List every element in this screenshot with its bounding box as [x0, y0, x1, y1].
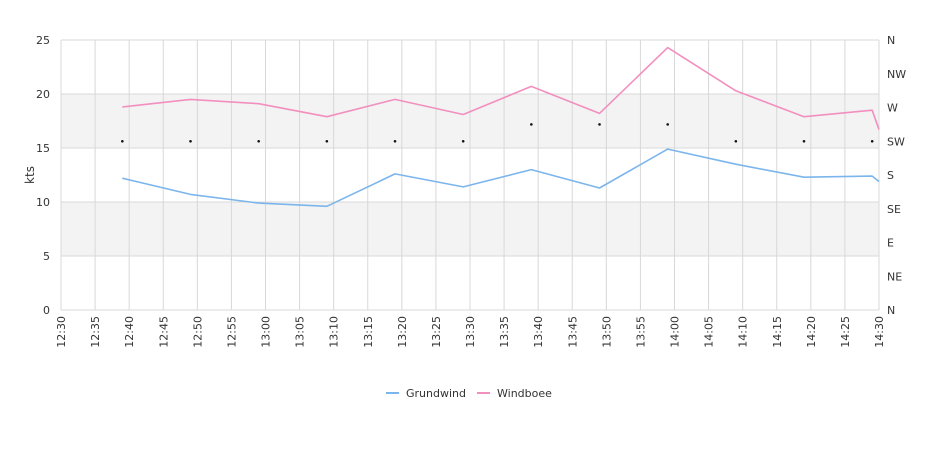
x-tick-label: 13:40	[532, 316, 545, 348]
x-tick-label: 13:55	[634, 316, 647, 348]
y-axis-title: kts	[23, 166, 37, 184]
direction-point	[802, 139, 806, 143]
y-tick-label: 0	[43, 304, 50, 317]
x-tick-label: 14:20	[805, 316, 818, 348]
direction-point	[870, 139, 874, 143]
x-tick-label: 14:30	[873, 316, 886, 348]
direction-tick-label: NE	[887, 270, 902, 283]
x-tick-label: 13:15	[362, 316, 375, 348]
x-tick-label: 14:00	[669, 316, 682, 348]
direction-tick-label: N	[887, 304, 895, 317]
x-tick-label: 12:40	[123, 316, 136, 348]
x-tick-label: 13:25	[430, 316, 443, 348]
direction-tick-label: NW	[887, 68, 906, 81]
x-tick-label: 14:15	[771, 316, 784, 348]
y-tick-label: 5	[43, 250, 50, 263]
direction-point	[393, 139, 397, 143]
direction-point	[598, 123, 601, 126]
x-tick-label: 12:50	[191, 316, 204, 348]
x-tick-label: 13:20	[396, 316, 409, 348]
x-tick-label: 12:55	[225, 316, 238, 348]
x-tick-label: 12:35	[89, 316, 102, 348]
y-tick-label: 15	[36, 142, 50, 155]
direction-point	[257, 139, 260, 143]
direction-point	[461, 139, 465, 143]
direction-point	[325, 139, 329, 143]
y-tick-label: 20	[36, 88, 50, 101]
direction-tick-label: W	[887, 102, 898, 115]
x-tick-label: 13:05	[294, 316, 307, 348]
direction-point	[666, 123, 669, 126]
direction-tick-label: S	[887, 169, 894, 182]
direction-tick-label: N	[887, 34, 895, 47]
x-tick-label: 13:50	[600, 316, 613, 348]
direction-point	[189, 139, 192, 143]
legend-label: Windboee	[497, 387, 552, 400]
x-tick-label: 13:10	[328, 316, 341, 348]
direction-point	[734, 139, 738, 143]
x-tick-label: 12:45	[157, 316, 170, 348]
x-tick-label: 13:45	[566, 316, 579, 348]
x-tick-label: 13:00	[260, 316, 273, 348]
x-tick-label: 14:25	[839, 316, 852, 348]
x-tick-label: 14:10	[737, 316, 750, 348]
direction-point	[530, 123, 533, 126]
series-line	[122, 148, 880, 208]
x-tick-label: 13:30	[464, 316, 477, 348]
direction-tick-label: SE	[887, 203, 901, 216]
x-tick-label: 13:35	[498, 316, 511, 348]
x-tick-label: 14:05	[703, 316, 716, 348]
y-tick-label: 10	[36, 196, 50, 209]
direction-tick-label: E	[887, 237, 894, 250]
series-line	[122, 46, 880, 130]
direction-point	[121, 139, 124, 143]
y-tick-label: 25	[36, 34, 50, 47]
x-tick-label: 12:30	[55, 316, 68, 348]
legend-label: Grundwind	[406, 387, 466, 400]
direction-tick-label: SW	[887, 135, 905, 148]
